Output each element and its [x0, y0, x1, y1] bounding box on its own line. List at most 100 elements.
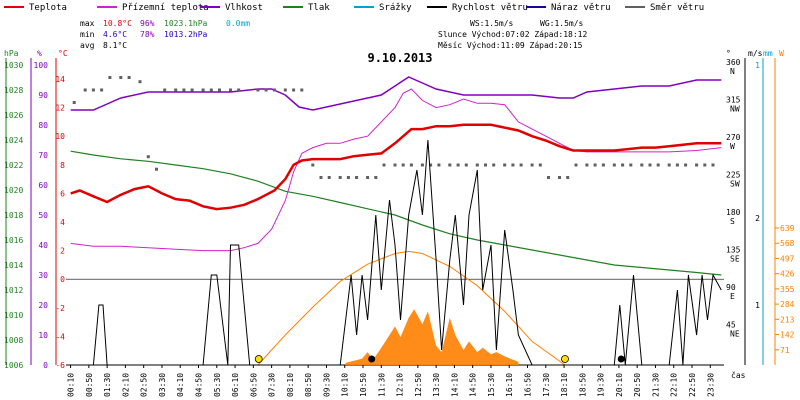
- wind-direction-point: [346, 176, 350, 179]
- wind-direction-point: [574, 163, 578, 167]
- time-tick-label: 04:10: [176, 373, 185, 397]
- legend-label: Tlak: [308, 3, 330, 13]
- humidity-tick-label: 50: [38, 211, 48, 220]
- wind-direction-point: [366, 176, 370, 179]
- wind-direction-point: [256, 88, 260, 92]
- time-tick-label: 08:10: [286, 373, 295, 397]
- solar-tick-label: 71: [780, 346, 790, 355]
- temperature-tick-label: 10: [55, 132, 65, 141]
- legend-label: Směr větru: [650, 3, 704, 13]
- legend-label: Teplota: [29, 3, 67, 13]
- info-moon: Měsíc Východ:11:09 Západ:20:15: [438, 41, 583, 50]
- time-tick-label: 13:30: [432, 373, 441, 397]
- wind-direction-point: [475, 163, 479, 167]
- pressure-tick-label: 1020: [4, 186, 23, 195]
- wind-direction-point: [420, 163, 424, 167]
- wind-direction-point: [558, 176, 561, 179]
- time-tick-label: 18:50: [578, 373, 587, 397]
- time-tick-label: 12:10: [396, 373, 405, 397]
- solar-bars-area: [345, 309, 519, 365]
- solar-tick-label: 284: [780, 300, 795, 309]
- wind-direction-point: [464, 163, 468, 167]
- time-tick-label: 10:10: [341, 373, 350, 397]
- stat-max-rain: 0.0mm: [226, 19, 250, 28]
- time-tick-label: 02:50: [140, 373, 149, 397]
- wind-direction-point: [327, 176, 331, 179]
- wind-direction-point: [448, 163, 452, 167]
- time-tick-label: 20:50: [633, 373, 642, 397]
- humidity-tick-label: 60: [38, 181, 48, 190]
- wind-direction-point: [382, 163, 386, 167]
- solar-tick-label: 213: [780, 315, 795, 324]
- direction-tick-degrees: 315: [726, 96, 741, 105]
- direction-tick-degrees: 360: [726, 58, 741, 67]
- pressure-axis-unit: hPa: [4, 49, 19, 58]
- wind-direction-point: [319, 176, 323, 179]
- humidity-tick-label: 0: [43, 361, 48, 370]
- legend-label: Vlhkost: [225, 3, 263, 13]
- wind-direction-point: [108, 76, 112, 79]
- pressure-tick-label: 1022: [4, 161, 23, 170]
- wind-direction-point: [311, 163, 315, 167]
- wind-direction-point: [91, 88, 95, 92]
- time-tick-label: 21:30: [651, 373, 660, 397]
- wind-direction-point: [640, 163, 644, 167]
- wind-direction-point: [429, 163, 433, 167]
- solar-tick-label: 355: [780, 285, 795, 294]
- solar-tick-label: 426: [780, 270, 795, 279]
- time-tick-label: 19:30: [597, 373, 606, 397]
- wind-direction-point: [675, 163, 679, 167]
- temperature-tick-label: -6: [55, 361, 65, 370]
- time-tick-label: 14:10: [450, 373, 459, 397]
- direction-tick-name: NE: [730, 330, 740, 339]
- wind-direction-point: [138, 80, 142, 84]
- wind-direction-point: [629, 163, 633, 167]
- time-tick-label: 08:50: [304, 373, 313, 397]
- direction-tick-name: SW: [730, 180, 740, 189]
- humidity-tick-label: 40: [38, 241, 48, 250]
- legend-label: Přízemní teplota: [122, 3, 209, 13]
- solar-tick-label: 639: [780, 224, 795, 233]
- time-tick-label: 22:50: [688, 373, 697, 397]
- rain-axis-unit: mm: [763, 49, 773, 58]
- wind-direction-point: [174, 88, 178, 92]
- solar-tick-label: 497: [780, 254, 795, 263]
- wind-direction-point: [119, 76, 123, 79]
- pressure-tick-label: 1006: [4, 361, 23, 370]
- wind-direction-point: [711, 163, 715, 167]
- humidity-tick-label: 30: [38, 271, 48, 280]
- temperature-tick-label: -4: [55, 332, 65, 341]
- pressure-tick-label: 1014: [4, 261, 23, 270]
- moonrise-marker: [368, 355, 376, 363]
- wind-direction-point: [182, 88, 186, 92]
- humidity-tick-label: 90: [38, 91, 48, 100]
- direction-tick-degrees: 90: [726, 283, 736, 292]
- time-tick-label: 06:10: [231, 373, 240, 397]
- time-tick-label: 00:50: [85, 373, 94, 397]
- pressure-tick-label: 1030: [4, 61, 23, 70]
- legend-label: Srážky: [379, 3, 412, 13]
- direction-tick-name: S: [730, 217, 735, 226]
- direction-tick-name: N: [730, 67, 735, 76]
- stat-min-press: 1013.2hPa: [164, 30, 208, 39]
- wind-speed-tick-label: 1: [755, 301, 760, 310]
- time-tick-label: 03:30: [158, 373, 167, 397]
- time-tick-label: 12:50: [414, 373, 423, 397]
- stat-max-label: max: [80, 19, 95, 28]
- time-tick-label: 10:50: [359, 373, 368, 397]
- time-tick-label: 23:30: [706, 373, 715, 397]
- wind-direction-point: [667, 163, 671, 167]
- direction-tick-degrees: 270: [726, 133, 741, 142]
- pressure-line: [70, 150, 722, 276]
- pressure-tick-label: 1010: [4, 311, 23, 320]
- wind-direction-point: [229, 88, 232, 92]
- wind-direction-point: [456, 163, 460, 167]
- time-tick-label: 00:10: [67, 373, 76, 397]
- wind-direction-point: [409, 163, 413, 167]
- temperature-tick-label: 14: [55, 75, 65, 84]
- time-tick-label: 20:10: [615, 373, 624, 397]
- wind-direction-point: [621, 163, 625, 167]
- info-block: WS:1.5m/s WG:1.5m/s Slunce Východ:07:02 …: [438, 19, 587, 50]
- time-tick-label: 05:30: [213, 373, 222, 397]
- temperature-tick-label: 6: [60, 189, 65, 198]
